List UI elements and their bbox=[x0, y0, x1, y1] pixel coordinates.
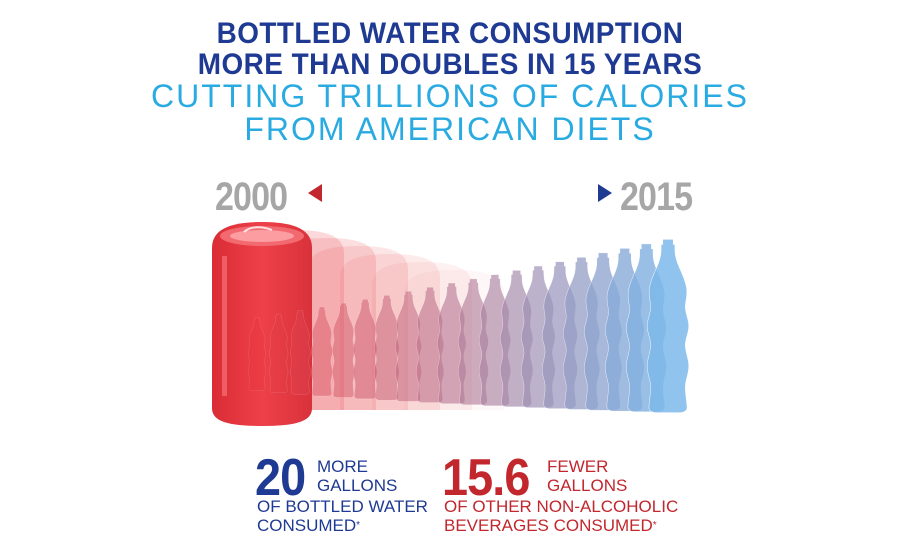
other-stat-line1: FEWER bbox=[547, 457, 609, 476]
other-stat-line3: OF OTHER NON-ALCOHOLIC bbox=[444, 497, 679, 516]
other-stat-number: 15.6 bbox=[442, 449, 530, 507]
other-stat-line4-wrap: BEVERAGES CONSUMED* bbox=[444, 517, 657, 535]
other-stat-footnote: * bbox=[652, 520, 657, 531]
subtitle-line-1: CUTTING TRILLIONS OF CALORIES bbox=[151, 78, 749, 114]
water-stat-line4: CONSUMED bbox=[257, 516, 357, 535]
double-arrow-icon bbox=[308, 184, 612, 202]
water-stat-line2: GALLONS bbox=[317, 476, 398, 495]
end-year-label: 2015 bbox=[620, 175, 693, 219]
start-year-label: 2000 bbox=[215, 175, 288, 219]
title-line-2: MORE THAN DOUBLES IN 15 YEARS bbox=[197, 48, 703, 81]
water-stat-footnote: * bbox=[356, 520, 361, 531]
water-stat-number: 20 bbox=[255, 449, 306, 507]
other-stat-line2: GALLONS bbox=[547, 476, 628, 495]
subtitle-line-2: FROM AMERICAN DIETS bbox=[244, 111, 656, 147]
title-line-1: BOTTLED WATER CONSUMPTION bbox=[216, 17, 684, 50]
water-stat-line1: MORE bbox=[317, 457, 368, 476]
other-stat-line4: BEVERAGES CONSUMED bbox=[444, 516, 653, 535]
infographic-header: BOTTLED WATER CONSUMPTION MORE THAN DOUB… bbox=[0, 18, 900, 146]
water-stat-line4-wrap: CONSUMED* bbox=[257, 517, 360, 535]
water-stat-line3: OF BOTTLED WATER bbox=[257, 497, 428, 516]
